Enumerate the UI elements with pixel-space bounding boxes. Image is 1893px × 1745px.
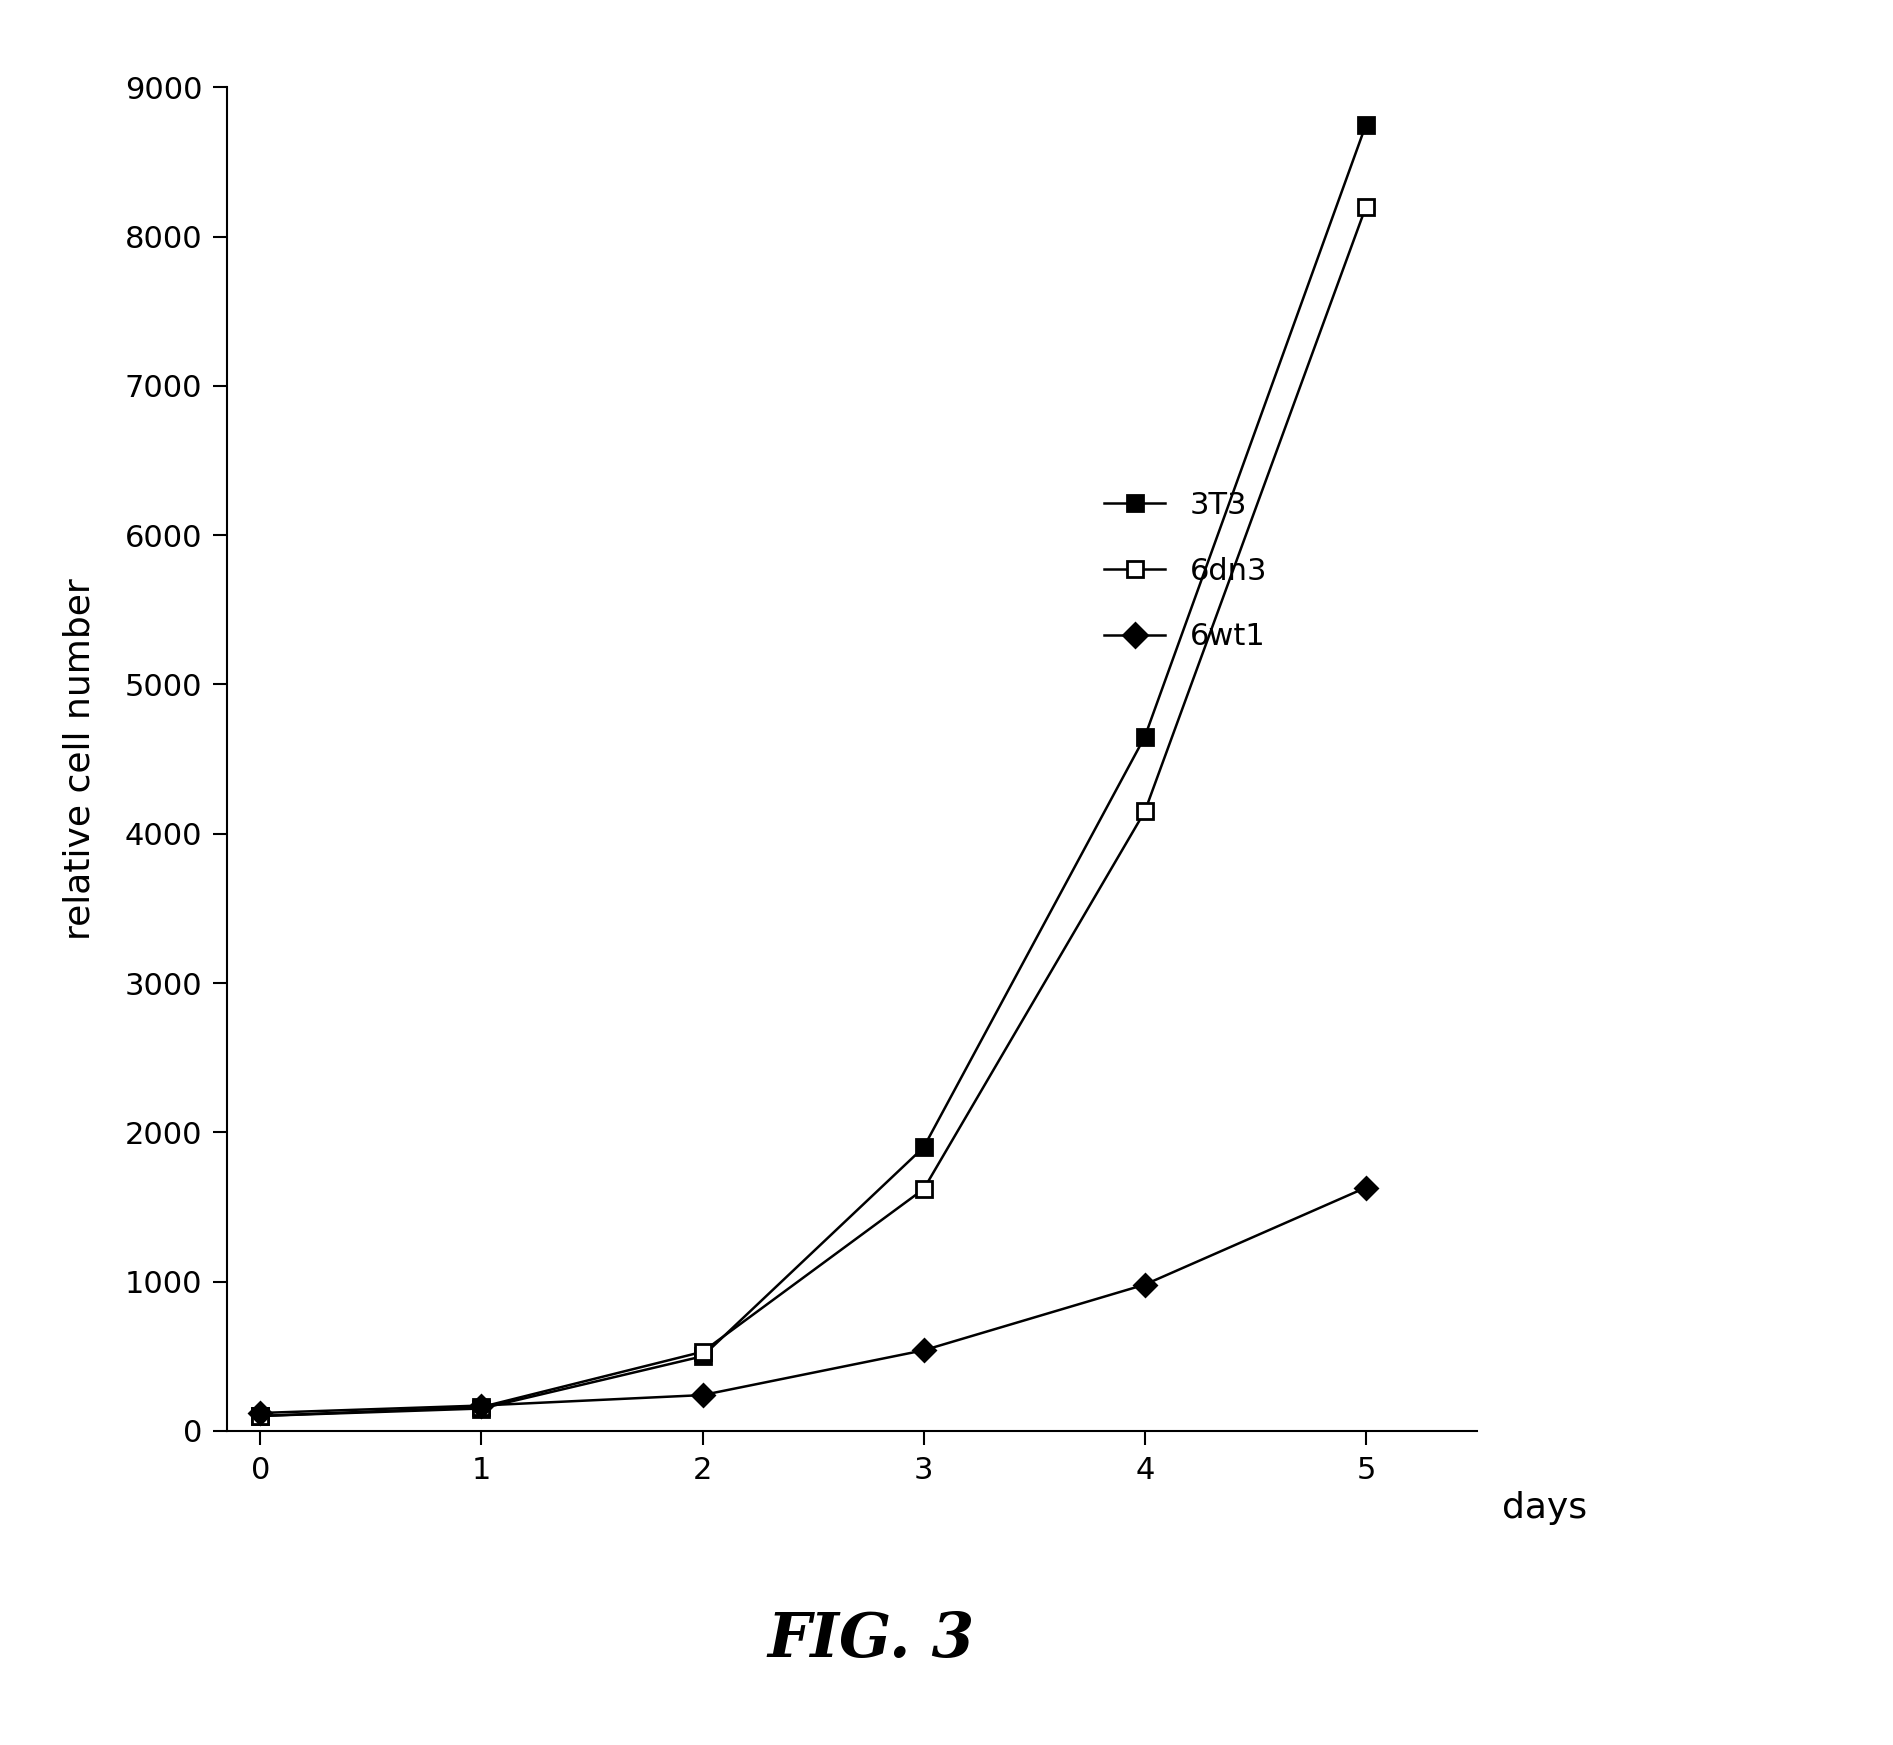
6dn3 — [1355, 195, 1378, 216]
6dn3 — [691, 1342, 714, 1363]
3T3 — [912, 1136, 935, 1157]
3T3 — [1134, 726, 1157, 747]
6wt1 — [1134, 1274, 1157, 1295]
6dn3 — [1134, 801, 1157, 822]
3T3 — [1355, 113, 1378, 134]
Line: 6dn3: 6dn3 — [252, 199, 1374, 1424]
6wt1 — [1355, 1178, 1378, 1199]
3T3 — [250, 1405, 273, 1426]
6wt1 — [250, 1403, 273, 1424]
Y-axis label: relative cell number: relative cell number — [62, 578, 97, 941]
6wt1 — [469, 1394, 492, 1415]
6dn3 — [912, 1178, 935, 1199]
Text: days: days — [1501, 1492, 1586, 1525]
3T3 — [469, 1398, 492, 1419]
Line: 3T3: 3T3 — [252, 117, 1374, 1424]
6wt1 — [691, 1384, 714, 1405]
Text: FIG. 3: FIG. 3 — [767, 1611, 975, 1670]
3T3 — [691, 1345, 714, 1366]
Line: 6wt1: 6wt1 — [252, 1180, 1374, 1420]
6dn3 — [250, 1405, 273, 1426]
Legend: 3T3, 6dn3, 6wt1: 3T3, 6dn3, 6wt1 — [1092, 478, 1280, 663]
6wt1 — [912, 1340, 935, 1361]
6dn3 — [469, 1396, 492, 1417]
